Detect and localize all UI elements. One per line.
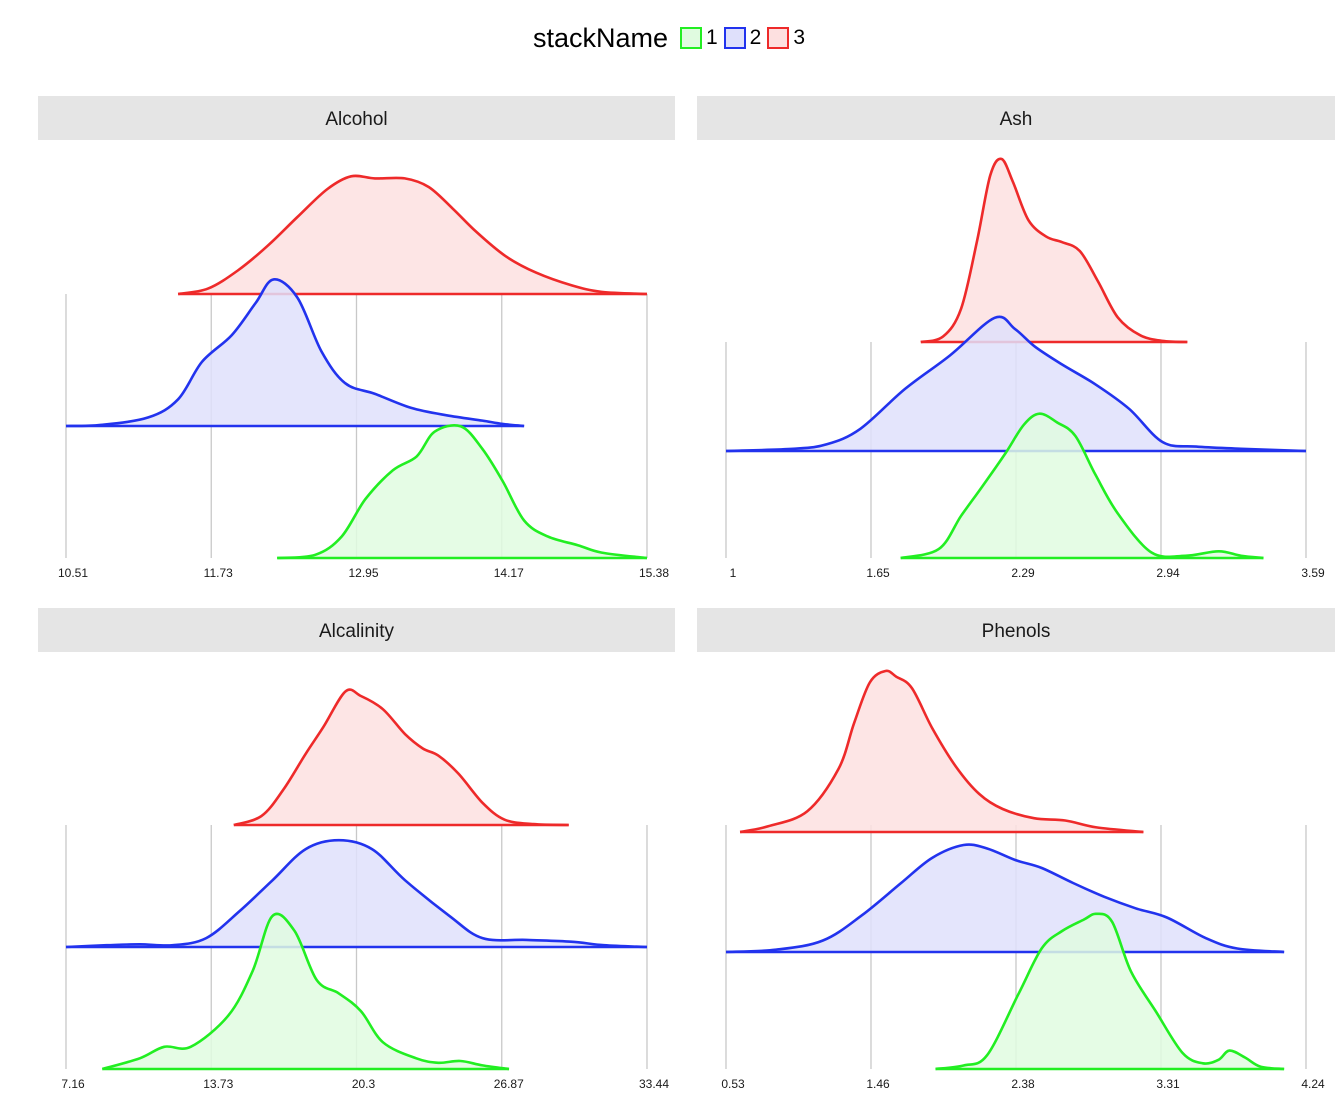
density-line-3: [177, 174, 648, 296]
legend-label-2: 2: [749, 26, 762, 49]
x-tick-label: 2.94: [1156, 566, 1180, 580]
density-area-1: [935, 913, 1285, 1069]
x-tick-label: 10.51: [58, 566, 88, 580]
legend-item-2: 2: [723, 26, 762, 50]
density-area-2: [726, 844, 1285, 952]
x-tick-label: 12.95: [348, 566, 378, 580]
x-tick-label: 1: [730, 566, 737, 580]
x-tick-label: 13.73: [203, 1077, 233, 1091]
panel-strip: [697, 96, 1335, 140]
x-tick-label: 0.53: [721, 1077, 745, 1091]
panel-strip: [38, 608, 675, 652]
x-tick-label: 11.73: [204, 566, 233, 580]
density-line-3: [739, 669, 1144, 834]
density-line-1: [101, 912, 510, 1071]
panel-title: Ash: [1000, 109, 1033, 130]
panel-4: Phenols 0.53 1.46 2.38 3.31 4.24: [697, 608, 1335, 1091]
panel-2: Ash 1 1.65 2.29 2.94 3.59: [697, 96, 1335, 580]
x-tick-label: 2.38: [1011, 1077, 1035, 1091]
x-tick-label: 26.87: [494, 1077, 524, 1091]
x-tick-label: 2.29: [1011, 566, 1035, 580]
x-tick-label: 3.59: [1301, 566, 1325, 580]
density-area-3: [740, 670, 1144, 832]
density-area-2: [726, 316, 1306, 451]
density-line-1: [935, 912, 1285, 1071]
legend-label-3: 3: [793, 26, 806, 49]
density-line-3: [233, 688, 569, 827]
panel-3: Alcalinity 7.16 13.73 20.3 26.87 33.44: [38, 608, 675, 1091]
density-line-1: [277, 424, 648, 560]
legend-swatch-2: [723, 27, 746, 49]
density-line-2: [725, 843, 1285, 954]
density-area-2: [66, 840, 647, 947]
x-tick-label: 15.38: [639, 566, 669, 580]
x-tick-label: 33.44: [639, 1077, 669, 1091]
x-tick-label: 14.17: [494, 566, 524, 580]
legend-label-1: 1: [705, 26, 718, 49]
x-tick-label: 20.3: [352, 1077, 376, 1091]
x-tick-label: 3.31: [1156, 1077, 1180, 1091]
x-tick-label: 1.46: [866, 1077, 890, 1091]
legend: stackName 1 2 3: [0, 18, 1344, 58]
density-line-2: [65, 838, 648, 949]
panel-title: Phenols: [982, 621, 1051, 642]
density-line-3: [920, 157, 1188, 344]
density-line-1: [900, 412, 1264, 560]
density-area-3: [920, 158, 1188, 342]
panel-title: Alcohol: [325, 109, 387, 130]
panel-title: Alcalinity: [319, 621, 394, 642]
panel-strip: [38, 96, 675, 140]
legend-title: stackName: [532, 22, 668, 53]
panel-1: Alcohol 10.51 11.73 12.95 14.17 15.38: [38, 96, 675, 580]
legend-swatch-1: [679, 27, 702, 49]
density-line-2: [725, 315, 1307, 453]
density-area-3: [178, 175, 647, 294]
x-tick-label: 7.16: [61, 1077, 85, 1091]
density-line-2: [65, 278, 525, 428]
legend-swatch-3: [767, 27, 790, 49]
density-area-1: [277, 425, 647, 558]
density-area-1: [900, 413, 1264, 558]
panel-strip: [697, 608, 1335, 652]
x-tick-label: 1.65: [866, 566, 890, 580]
density-area-1: [102, 913, 510, 1069]
x-tick-label: 4.24: [1301, 1077, 1325, 1091]
density-area-2: [66, 279, 525, 426]
legend-item-1: 1: [679, 26, 718, 50]
legend-item-3: 3: [767, 26, 805, 50]
density-area-3: [233, 689, 569, 825]
